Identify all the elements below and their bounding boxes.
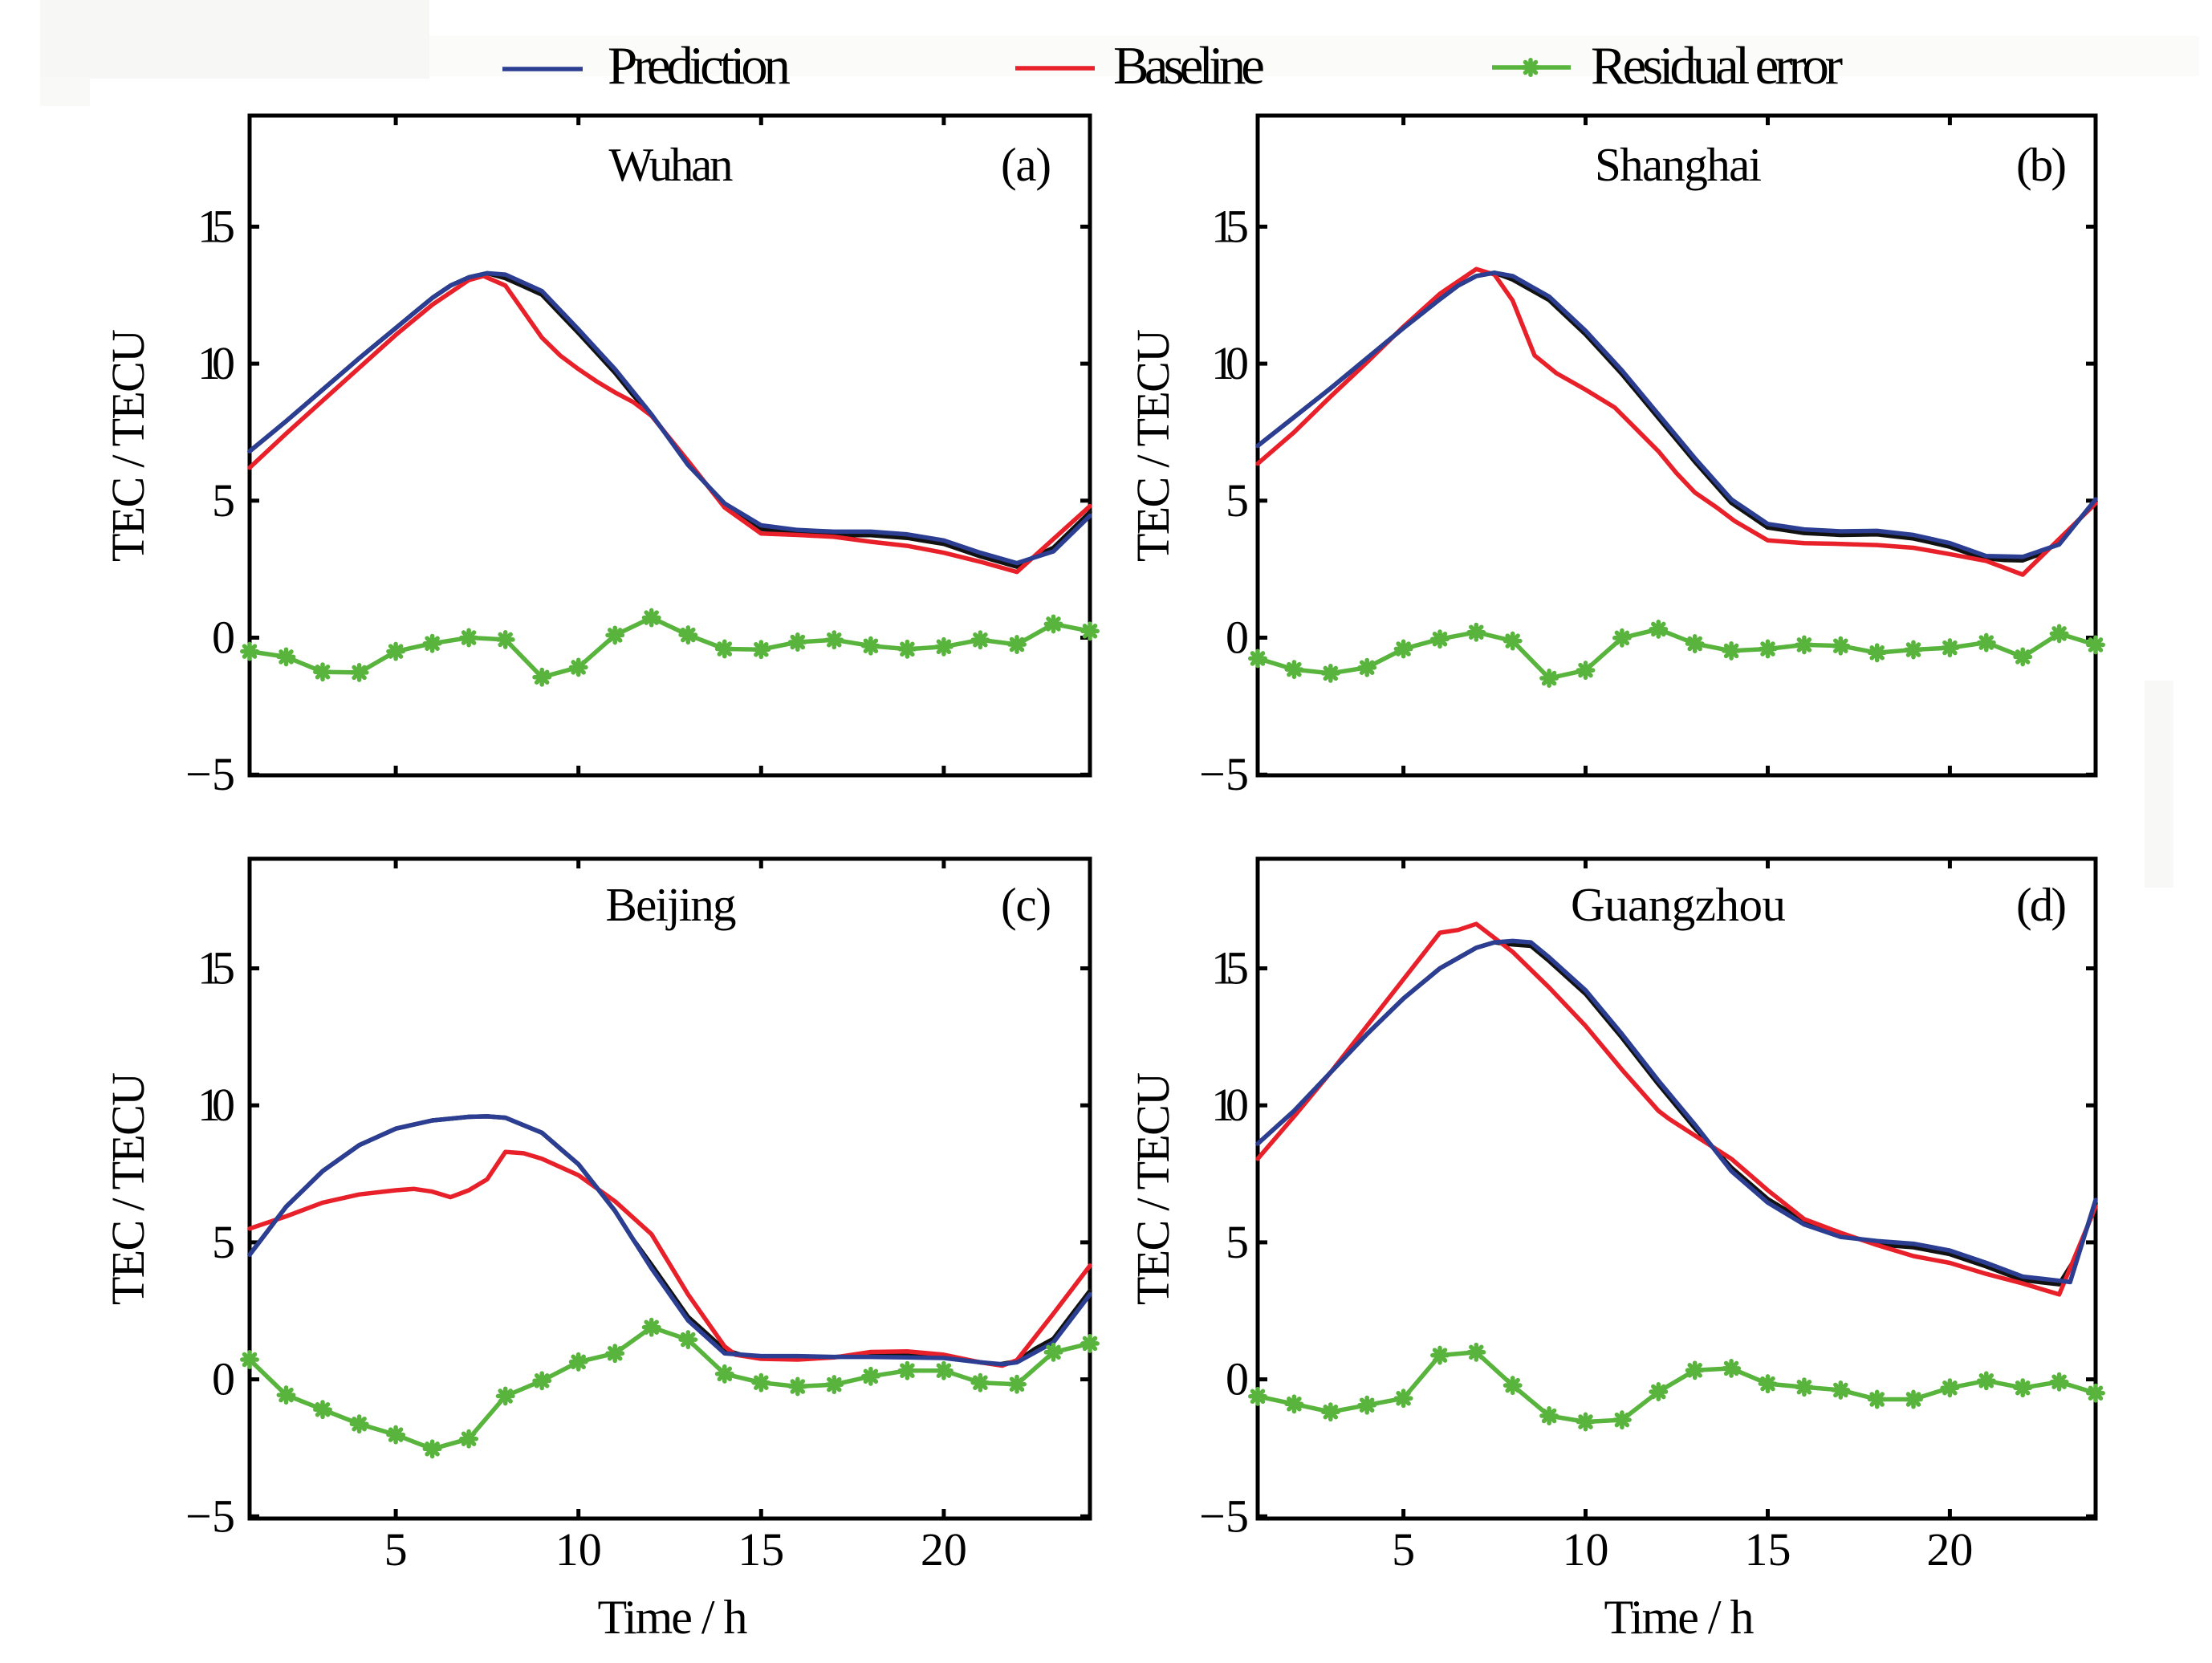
svg-text:20: 20 [1926,1523,1973,1576]
svg-text:(b): (b) [2016,138,2067,191]
svg-text:10: 10 [555,1523,602,1576]
svg-text:5: 5 [212,474,235,527]
svg-text:5: 5 [1226,1216,1249,1268]
svg-text:(d): (d) [2016,878,2067,931]
svg-text:20: 20 [921,1523,967,1576]
svg-text:TEC / TECU: TEC / TECU [102,329,154,562]
svg-text:−5: −5 [185,748,235,800]
svg-text:Guangzhou: Guangzhou [1571,878,1786,931]
svg-text:5: 5 [1226,474,1249,527]
svg-text:−5: −5 [1199,748,1249,800]
svg-text:0: 0 [212,612,235,664]
svg-text:10: 10 [1563,1523,1609,1576]
svg-text:Prediction: Prediction [608,36,791,96]
svg-text:Time / h: Time / h [598,1591,748,1644]
svg-text:−5: −5 [185,1490,235,1542]
svg-text:5: 5 [1392,1523,1415,1576]
svg-text:15: 15 [1211,942,1249,994]
svg-text:15: 15 [197,200,235,252]
svg-text:(a): (a) [1001,138,1051,191]
svg-text:0: 0 [1226,612,1249,664]
svg-text:Residual error: Residual error [1591,36,1843,96]
svg-text:TEC / TECU: TEC / TECU [1127,329,1179,562]
svg-text:−5: −5 [1199,1490,1249,1542]
svg-text:Beijing: Beijing [606,878,737,931]
svg-text:5: 5 [384,1523,408,1576]
svg-text:Baseline: Baseline [1113,36,1265,96]
svg-text:0: 0 [1226,1353,1249,1405]
svg-text:15: 15 [738,1523,784,1576]
svg-text:5: 5 [212,1216,235,1268]
svg-text:TEC / TECU: TEC / TECU [102,1072,154,1305]
svg-text:10: 10 [197,1079,235,1131]
svg-text:Wuhan: Wuhan [609,138,734,191]
svg-text:10: 10 [197,337,235,389]
svg-text:0: 0 [212,1353,235,1405]
svg-text:(c): (c) [1001,878,1051,931]
svg-text:TEC / TECU: TEC / TECU [1127,1072,1179,1305]
svg-text:15: 15 [1745,1523,1791,1576]
svg-text:Shanghai: Shanghai [1595,138,1762,191]
svg-text:10: 10 [1211,1079,1249,1131]
svg-text:10: 10 [1211,337,1249,389]
svg-text:Time / h: Time / h [1604,1591,1755,1644]
svg-text:15: 15 [1211,200,1249,252]
svg-text:15: 15 [197,942,235,994]
